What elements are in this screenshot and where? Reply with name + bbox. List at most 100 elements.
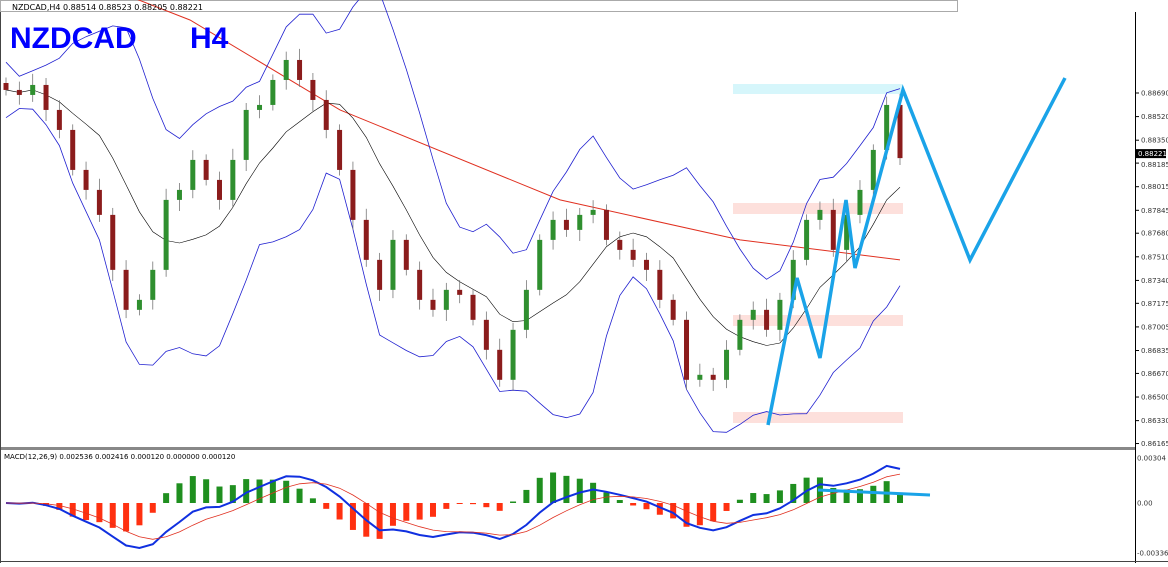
candle-body	[16, 89, 22, 95]
macd-histogram-bar	[843, 489, 850, 503]
candle-body	[764, 309, 770, 330]
macd-histogram-bar	[576, 478, 583, 503]
candle-body	[3, 83, 9, 90]
candle-body	[643, 259, 649, 270]
candle-body	[270, 79, 276, 105]
candle-body	[123, 269, 129, 310]
macd-histogram-bar	[536, 477, 543, 503]
macd-signal-line	[5, 473, 901, 540]
y-tick-label: 0.87175	[1141, 300, 1168, 308]
macd-y-tick-label: -0.003365	[1137, 550, 1168, 558]
macd-histogram-bar	[616, 500, 623, 503]
macd-histogram-bar	[723, 503, 730, 511]
macd-histogram-bar	[189, 476, 196, 503]
macd-histogram-bar	[563, 475, 570, 503]
y-tick-label: 0.88185	[1141, 161, 1168, 169]
macd-histogram-bar	[656, 503, 663, 515]
macd-histogram-bar	[109, 503, 116, 528]
macd-histogram-bar	[670, 503, 677, 519]
macd-histogram-bar	[256, 479, 263, 503]
macd-histogram-bar	[149, 503, 156, 513]
candle-body	[870, 149, 876, 190]
candle-body	[403, 239, 409, 270]
candle-body	[697, 374, 703, 380]
candles	[3, 48, 903, 391]
macd-histogram	[16, 472, 903, 539]
macd-main-line	[5, 464, 901, 550]
macd-histogram-bar	[376, 503, 383, 539]
macd-histogram-bar	[897, 492, 903, 503]
macd-histogram-bar	[56, 503, 63, 510]
candle-body	[550, 219, 556, 240]
macd-histogram-bar	[736, 499, 743, 503]
y-tick-label: 0.86165	[1141, 440, 1168, 448]
candle-body	[337, 129, 343, 170]
macd-histogram-bar	[429, 503, 436, 517]
candle-body	[96, 189, 102, 215]
macd-histogram-bar	[136, 503, 143, 526]
candle-body	[804, 219, 810, 260]
support-resistance-zone	[733, 412, 903, 423]
candle-body	[297, 59, 303, 80]
candle-body	[737, 319, 743, 350]
candle-body	[43, 84, 49, 110]
timeframe-title: H4	[190, 22, 229, 55]
candle-body	[483, 319, 489, 350]
candle-body	[897, 104, 903, 159]
candle-body	[83, 169, 89, 190]
macd-histogram-bar	[389, 503, 396, 526]
macd-trendline-drawing	[817, 488, 931, 497]
macd-histogram-bar	[229, 485, 236, 503]
candle-body	[830, 209, 836, 250]
resistance-zone	[733, 84, 903, 94]
macd-histogram-bar	[349, 503, 356, 530]
y-tick-label: 0.88690	[1141, 90, 1168, 98]
bollinger-upper-band	[5, 0, 901, 280]
candle-body	[790, 259, 796, 300]
candle-body	[163, 199, 169, 270]
candle-body	[363, 219, 369, 260]
bollinger-middle-line	[5, 89, 901, 346]
candle-body	[684, 319, 690, 380]
y-tick-label: 0.87340	[1141, 277, 1168, 285]
macd-histogram-bar	[69, 503, 76, 517]
candle-body	[510, 329, 516, 380]
symbol-title: NZDCAD	[10, 22, 137, 55]
candle-body	[443, 289, 449, 310]
candle-body	[390, 239, 396, 290]
y-tick-label: 0.88015	[1141, 183, 1168, 191]
macd-histogram-bar	[283, 480, 290, 503]
candle-body	[136, 299, 142, 310]
macd-histogram-bar	[856, 489, 863, 503]
candle-body	[216, 179, 222, 200]
candle-body	[523, 289, 529, 330]
macd-histogram-bar	[443, 503, 450, 509]
macd-histogram-bar	[96, 503, 103, 523]
macd-histogram-bar	[470, 503, 477, 505]
candle-body	[30, 84, 36, 95]
candle-body	[323, 99, 329, 130]
candle-body	[777, 299, 783, 330]
current-price-box	[1136, 149, 1166, 159]
candle-body	[70, 129, 76, 170]
symbol-info-line: NZDCAD,H4 0.88514 0.88523 0.88205 0.8822…	[12, 3, 203, 12]
title-bar	[0, 0, 958, 12]
y-tick-label: 0.86670	[1141, 370, 1168, 378]
candle-body	[230, 159, 236, 200]
candle-body	[457, 289, 463, 295]
macd-histogram-bar	[510, 501, 517, 503]
current-price-label: 0.88221	[1138, 150, 1167, 158]
candle-body	[377, 259, 383, 290]
macd-histogram-bar	[296, 488, 303, 503]
y-tick-label: 0.87845	[1141, 207, 1168, 215]
candle-body	[577, 214, 583, 230]
candle-body	[630, 249, 636, 260]
candle-body	[817, 209, 823, 220]
candle-body	[724, 349, 730, 380]
y-tick-label: 0.88520	[1141, 113, 1168, 121]
candle-body	[603, 209, 609, 240]
macd-histogram-bar	[203, 479, 210, 503]
candle-body	[563, 219, 569, 230]
